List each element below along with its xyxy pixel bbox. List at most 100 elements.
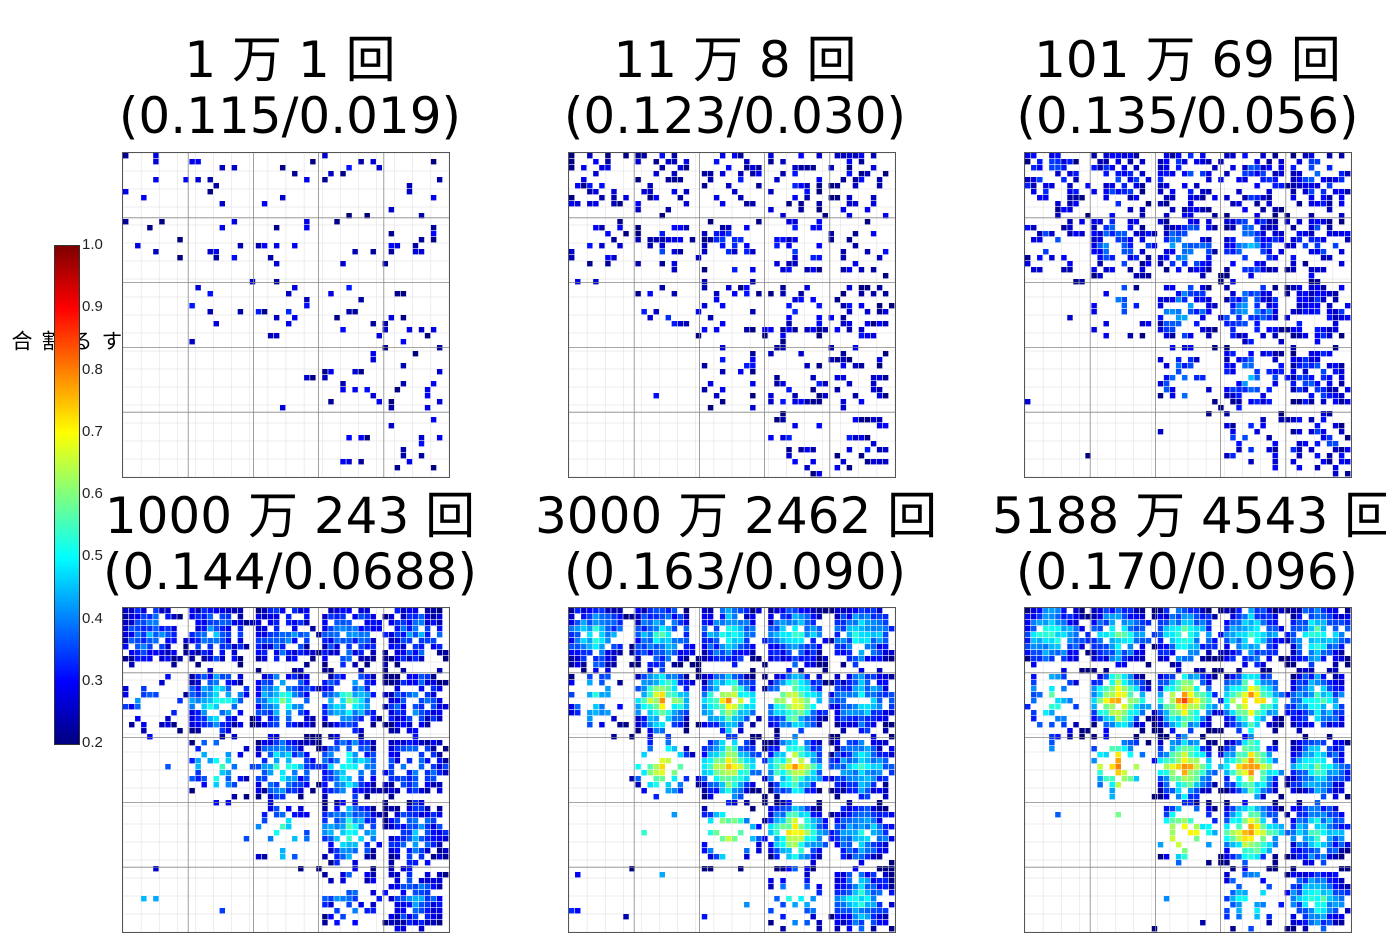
heatmap-cell bbox=[1043, 608, 1049, 614]
heatmap-cell bbox=[358, 704, 364, 710]
heatmap-cell bbox=[1272, 285, 1278, 291]
heatmap-cell bbox=[189, 686, 195, 692]
heatmap-cell bbox=[641, 770, 647, 776]
heatmap-cell bbox=[816, 626, 822, 632]
heatmap-cell bbox=[418, 884, 425, 890]
heatmap-cell bbox=[1272, 465, 1278, 471]
heatmap-cell bbox=[267, 692, 274, 698]
heatmap-cell bbox=[882, 806, 889, 812]
heatmap-cell bbox=[424, 818, 431, 824]
heatmap-cell bbox=[888, 656, 895, 662]
heatmap-cell bbox=[713, 740, 720, 746]
heatmap-cell bbox=[249, 620, 256, 626]
heatmap-cell bbox=[406, 782, 413, 788]
heatmap-cell bbox=[876, 638, 883, 644]
heatmap-cell bbox=[1188, 698, 1194, 704]
heatmap-cell bbox=[406, 656, 413, 662]
heatmap-cell bbox=[406, 836, 413, 842]
heatmap-cell bbox=[738, 620, 744, 626]
heatmap-cell bbox=[792, 788, 798, 794]
heatmap-cell bbox=[810, 746, 816, 752]
heatmap-cell bbox=[1314, 692, 1321, 698]
heatmap-cell bbox=[310, 740, 316, 746]
heatmap-cell bbox=[1061, 656, 1067, 662]
heatmap-cell bbox=[1320, 219, 1327, 225]
colorbar-tick-label: 0.7 bbox=[82, 422, 103, 440]
heatmap-cell bbox=[1332, 291, 1339, 297]
heatmap-cell bbox=[870, 908, 877, 914]
heatmap-cell bbox=[1133, 165, 1140, 171]
heatmap-cell bbox=[370, 650, 376, 656]
heatmap-cell bbox=[304, 692, 310, 698]
heatmap-cell bbox=[834, 626, 841, 632]
heatmap-cell bbox=[744, 626, 750, 632]
heatmap-cell bbox=[153, 608, 159, 614]
heatmap-cell bbox=[255, 794, 262, 800]
heatmap-cell bbox=[1296, 285, 1303, 291]
heatmap-cell bbox=[255, 686, 262, 692]
heatmap-cell bbox=[846, 165, 853, 171]
heatmap-cell bbox=[677, 237, 684, 243]
heatmap-cell bbox=[255, 854, 262, 860]
heatmap-cell bbox=[846, 309, 853, 315]
heatmap-cell bbox=[683, 722, 690, 728]
heatmap-cell bbox=[1043, 195, 1049, 201]
heatmap-cell bbox=[786, 267, 792, 273]
heatmap-cell bbox=[279, 740, 286, 746]
heatmap-cell bbox=[671, 680, 678, 686]
heatmap-cell bbox=[1260, 614, 1266, 620]
heatmap-cell bbox=[1145, 662, 1152, 668]
heatmap-cell bbox=[870, 764, 877, 770]
heatmap-cell bbox=[1302, 153, 1309, 159]
heatmap-cell bbox=[810, 896, 816, 902]
heatmap-cell bbox=[774, 650, 780, 656]
heatmap-cell bbox=[840, 920, 847, 926]
heatmap-cell bbox=[1248, 387, 1254, 393]
heatmap-cell bbox=[436, 854, 443, 860]
heatmap-cell bbox=[647, 674, 653, 680]
heatmap-cell bbox=[334, 836, 340, 842]
heatmap-cell bbox=[388, 848, 395, 854]
heatmap-cell bbox=[1326, 255, 1333, 261]
heatmap-cell bbox=[364, 387, 370, 393]
heatmap-cell bbox=[1169, 644, 1176, 650]
heatmap-cell bbox=[870, 920, 877, 926]
heatmap-cell bbox=[171, 650, 177, 656]
heatmap-cell bbox=[1308, 231, 1315, 237]
heatmap-cell bbox=[1344, 620, 1351, 626]
heatmap-cell bbox=[599, 680, 605, 686]
heatmap-svg bbox=[123, 153, 449, 477]
heatmap-cell bbox=[1169, 614, 1176, 620]
heatmap-cell bbox=[1115, 608, 1121, 614]
heatmap-cell bbox=[882, 722, 889, 728]
heatmap-cell bbox=[701, 788, 708, 794]
heatmap-cell bbox=[147, 644, 153, 650]
heatmap-cell bbox=[611, 626, 617, 632]
heatmap-cell bbox=[400, 447, 407, 453]
heatmap-cell bbox=[810, 722, 816, 728]
heatmap-cell bbox=[201, 656, 207, 662]
heatmap-cell bbox=[1073, 171, 1079, 177]
heatmap-cell bbox=[798, 782, 804, 788]
heatmap-cell bbox=[1230, 656, 1236, 662]
heatmap-cell bbox=[786, 237, 792, 243]
heatmap-cell bbox=[286, 674, 292, 680]
heatmap-cell bbox=[213, 740, 219, 746]
heatmap-cell bbox=[1151, 722, 1158, 728]
heatmap-cell bbox=[1188, 710, 1194, 716]
heatmap-cell bbox=[659, 674, 665, 680]
heatmap-cell bbox=[135, 243, 141, 249]
heatmap-cell bbox=[1266, 255, 1272, 261]
heatmap-cell bbox=[816, 698, 822, 704]
heatmap-cell bbox=[713, 782, 720, 788]
heatmap-cell bbox=[1254, 327, 1260, 333]
heatmap-cell bbox=[780, 644, 786, 650]
heatmap-cell bbox=[1127, 177, 1134, 183]
heatmap-cell bbox=[671, 321, 678, 327]
heatmap-cell bbox=[1242, 339, 1248, 345]
heatmap-cell bbox=[1320, 237, 1327, 243]
heatmap-cell bbox=[1103, 650, 1109, 656]
heatmap-cell bbox=[858, 668, 865, 674]
heatmap-cell bbox=[267, 674, 274, 680]
heatmap-cell bbox=[816, 776, 822, 782]
